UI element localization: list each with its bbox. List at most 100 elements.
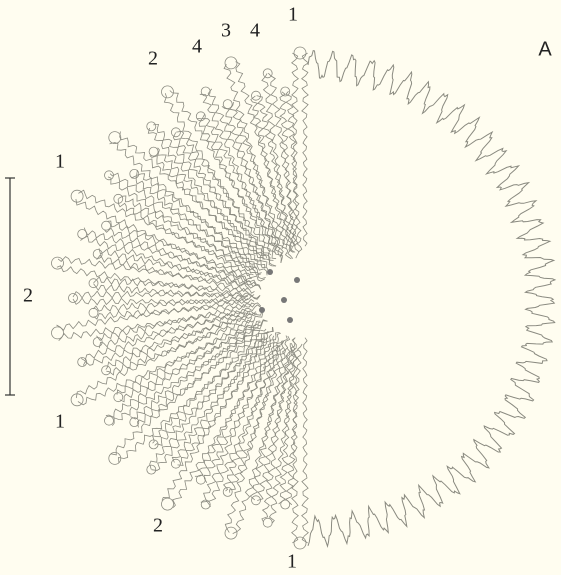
septum-edge: [229, 346, 286, 493]
septum-tip: [104, 415, 114, 426]
septum-edge: [163, 93, 277, 267]
septum-edge: [256, 95, 294, 247]
septum-edge: [232, 342, 293, 534]
septum-tip: [195, 474, 206, 485]
septum-edge: [249, 335, 291, 501]
septa-label: 2: [153, 515, 163, 537]
septum-edge: [109, 172, 268, 276]
septa-label: 4: [250, 20, 260, 42]
septum-tip: [68, 293, 78, 303]
septum-tip: [101, 220, 111, 231]
panel-label: A: [538, 38, 552, 60]
septum-edge: [285, 343, 303, 506]
septum-edge: [118, 195, 256, 272]
septum-edge: [176, 130, 272, 256]
septum-edge: [149, 155, 269, 275]
outer-wall: [307, 50, 557, 548]
septum-edge: [80, 235, 250, 289]
septum-edge: [56, 265, 261, 299]
septum-edge: [130, 321, 261, 420]
septum-tip: [146, 464, 157, 475]
septum-tip: [51, 326, 64, 340]
septum-tip: [108, 451, 122, 465]
septum-tip: [108, 131, 122, 145]
septum-tip: [104, 170, 114, 181]
septum-edge: [131, 175, 262, 275]
septum-edge: [111, 329, 260, 426]
septum-edge: [105, 312, 251, 370]
septum-edge: [93, 302, 262, 320]
septum-edge: [78, 189, 261, 276]
septum-edge: [58, 308, 251, 341]
septum-tip: [148, 439, 159, 450]
septum-edge: [172, 132, 268, 259]
septum-tip: [251, 495, 261, 506]
septum-edge: [118, 326, 273, 464]
septum-edge: [116, 312, 264, 395]
septum-tip: [222, 99, 233, 109]
septum-edge: [221, 105, 284, 263]
septum-edge: [201, 114, 283, 257]
septum-edge: [96, 254, 255, 294]
septum-edge: [147, 127, 268, 267]
septum-tip: [92, 249, 103, 259]
septum-edge: [172, 344, 279, 508]
septum-edge: [223, 64, 284, 257]
septa-label: 1: [287, 551, 297, 573]
septum-edge: [107, 176, 266, 280]
septum-edge: [229, 101, 292, 260]
septum-tip: [161, 497, 174, 511]
septum-tip: [280, 499, 291, 510]
septum-tip: [200, 499, 211, 510]
septum-edge: [194, 335, 275, 477]
septum-edge: [200, 332, 281, 503]
septum-edge: [224, 340, 285, 533]
septum-tip: [195, 111, 206, 122]
septum-edge: [80, 304, 262, 362]
septum-edge: [93, 276, 249, 294]
septum-tip: [224, 526, 238, 540]
septum-tip: [129, 168, 140, 179]
septum-edge: [106, 317, 253, 376]
septum-tip: [262, 68, 273, 79]
septum-tip: [222, 486, 233, 497]
septum-tip: [113, 392, 124, 403]
septum-tip: [113, 193, 124, 204]
septum-tip: [293, 46, 307, 60]
septum-tip: [224, 56, 238, 70]
septum-edge: [72, 297, 255, 306]
septum-tip: [146, 121, 157, 132]
septum-edge: [171, 327, 274, 463]
septa-label: 1: [55, 411, 65, 433]
septum-tip: [70, 393, 84, 407]
septum-edge: [57, 256, 262, 290]
septum-tip: [51, 256, 64, 270]
septum-edge: [291, 52, 299, 247]
septum-edge: [203, 340, 283, 483]
columella-dot: [281, 297, 287, 303]
septum-edge: [75, 198, 257, 285]
septum-edge: [279, 91, 296, 253]
septum-edge: [75, 312, 257, 399]
columella-dot: [287, 317, 293, 323]
septum-edge: [268, 349, 299, 524]
septum-edge: [301, 52, 309, 247]
septum-edge: [261, 73, 294, 259]
septum-tip: [92, 337, 103, 347]
septum-edge: [197, 118, 277, 260]
septum-edge: [105, 321, 254, 419]
septum-edge: [98, 310, 257, 349]
septum-edge: [153, 123, 274, 261]
septum-edge: [152, 333, 263, 444]
septum-edge: [77, 320, 261, 406]
septum-edge: [169, 90, 282, 263]
septa-labels: 1 434 2 1 2 1 2 1: [23, 4, 298, 573]
septa-label: 2: [23, 285, 33, 307]
septum-tip: [293, 536, 307, 550]
septum-tip: [200, 86, 211, 97]
coral-drawing: [51, 46, 557, 550]
septum-tip: [170, 127, 181, 138]
